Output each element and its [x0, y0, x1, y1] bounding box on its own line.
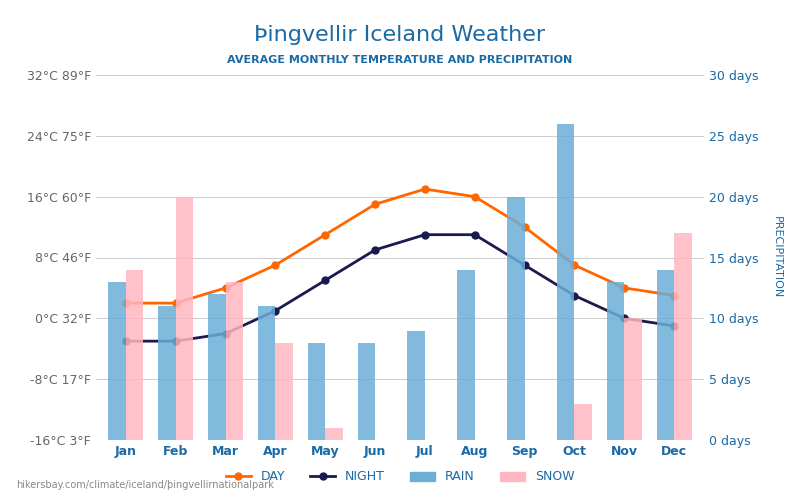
DAY [221, 285, 230, 291]
NIGHT [570, 292, 579, 298]
Bar [275, 342, 293, 440]
DAY [619, 285, 629, 291]
Bar [657, 270, 674, 440]
Bar [624, 318, 642, 440]
DAY [520, 224, 530, 230]
Line: NIGHT: NIGHT [122, 231, 678, 344]
NIGHT [321, 278, 330, 283]
NIGHT [171, 338, 181, 344]
DAY [370, 202, 380, 207]
NIGHT [670, 323, 679, 329]
Legend: DAY, NIGHT, RAIN, SNOW: DAY, NIGHT, RAIN, SNOW [221, 466, 579, 488]
Y-axis label: PRECIPITATION: PRECIPITATION [772, 216, 782, 298]
Bar [574, 404, 592, 440]
NIGHT [470, 232, 479, 237]
Bar [607, 282, 624, 440]
DAY [420, 186, 430, 192]
Line: DAY: DAY [122, 186, 678, 306]
NIGHT [520, 262, 530, 268]
Text: AVERAGE MONTHLY TEMPERATURE AND PRECIPITATION: AVERAGE MONTHLY TEMPERATURE AND PRECIPIT… [227, 55, 573, 65]
DAY [321, 232, 330, 237]
DAY [270, 262, 280, 268]
Bar [226, 282, 243, 440]
NIGHT [121, 338, 130, 344]
Text: Þingvellir Iceland Weather: Þingvellir Iceland Weather [254, 25, 546, 45]
DAY [121, 300, 130, 306]
Bar [557, 124, 574, 440]
Text: hikersbay.com/climate/iceland/þingvellirnationalpark: hikersbay.com/climate/iceland/þingvellir… [16, 480, 274, 490]
NIGHT [221, 330, 230, 336]
DAY [470, 194, 479, 200]
DAY [171, 300, 181, 306]
DAY [570, 262, 579, 268]
Bar [407, 330, 425, 440]
Bar [176, 196, 193, 440]
Bar [507, 196, 525, 440]
Bar [308, 342, 326, 440]
NIGHT [420, 232, 430, 237]
Bar [126, 270, 143, 440]
Bar [158, 306, 176, 440]
Bar [358, 342, 375, 440]
Bar [208, 294, 226, 440]
DAY [670, 292, 679, 298]
Bar [326, 428, 342, 440]
Bar [458, 270, 474, 440]
Bar [258, 306, 275, 440]
NIGHT [370, 247, 380, 253]
Bar [109, 282, 126, 440]
NIGHT [619, 316, 629, 322]
NIGHT [270, 308, 280, 314]
Bar [674, 233, 691, 440]
